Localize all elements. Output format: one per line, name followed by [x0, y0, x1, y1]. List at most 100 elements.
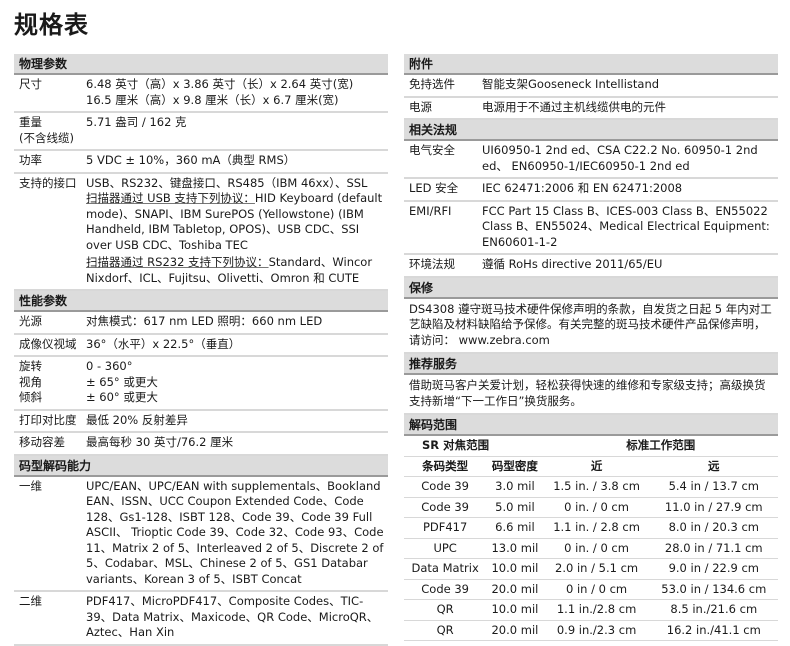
table-row: Code 39 5.0 mil 0 in. / 0 cm 11.0 in / 27.9…: [404, 497, 778, 518]
table-row: QR 10.0 mil 1.1 in./2.8 cm 8.5 in./21.6 cm: [404, 599, 778, 621]
table-cell: 0 in. / 0 cm: [543, 538, 650, 559]
table-cell: 11.0 in / 27.9 cm: [649, 497, 778, 518]
spec-label: 光源: [19, 314, 42, 328]
spec-label: 支持的接口: [19, 175, 77, 190]
table-cell: 6.6 mil: [486, 517, 544, 539]
spec-row-hands-free: 免持选件 智能支架Gooseneck Intellistand: [404, 75, 778, 98]
table-column-header: 条码类型 码型密度 近 远: [404, 456, 778, 477]
rs232-protocols: Standard、Wincor Nixdorf、ICL、Fujitsu、Oliv…: [86, 255, 373, 285]
spec-value: PDF417、MicroPDF417、Composite Codes、TIC-3…: [86, 594, 379, 639]
section-decode-range: 解码范围: [404, 415, 778, 436]
left-column: 物理参数 尺寸 6.48 英寸（高）x 3.86 英寸（长）x 2.64 英寸(…: [14, 54, 388, 646]
spec-row-weight: 重量 (不含线缆) 5.71 盎司 / 162 克: [14, 113, 388, 151]
column-header: 码型密度: [486, 456, 544, 477]
spec-label: 免持选件: [409, 77, 455, 91]
spec-value: USB、RS232、键盘接口、RS485（IBM 46xx）、SSL: [86, 175, 368, 190]
section-accessories: 附件: [404, 54, 778, 75]
services-text: 借助斑马客户关爱计划，轻松获得快速的维修和专家级支持；高级换货支持新增“下一工作…: [404, 375, 778, 415]
table-cell: Code 39: [404, 476, 487, 498]
spec-row-light-source: 光源 对焦模式：617 nm LED 照明：660 nm LED: [14, 312, 388, 335]
table-cell: QR: [404, 599, 487, 621]
spec-value: IEC 62471:2006 和 EN 62471:2008: [482, 181, 683, 195]
table-cell: 5.4 in / 13.7 cm: [649, 476, 778, 498]
spec-row-motion-tolerance: 移动容差 最高每秒 30 英寸/76.2 厘米: [14, 433, 388, 456]
spec-label: EMI/RFI: [409, 203, 452, 218]
table-cell: 1.1 in./2.8 cm: [543, 599, 650, 621]
spec-label: 二维: [19, 594, 42, 608]
spec-row-power-supply: 电源 电源用于不通过主机线缆供电的元件: [404, 98, 778, 120]
table-row: QR 20.0 mil 0.9 in./2.3 cm 16.2 in./41.1 cm: [404, 620, 778, 641]
standard-range-header: 标准工作范围: [543, 436, 778, 457]
right-column: 附件 免持选件 智能支架Gooseneck Intellistand 电源 电源…: [404, 54, 778, 641]
table-row: Code 39 3.0 mil 1.5 in. / 3.8 cm 5.4 in / 1…: [404, 476, 778, 498]
table-cell: 0 in / 0 cm: [543, 579, 650, 600]
spec-label: 环境法规: [409, 257, 455, 271]
spec-value: UPC/EAN、UPC/EAN with supplementals、Bookl…: [86, 478, 384, 586]
table-cell: 8.5 in./21.6 cm: [649, 599, 778, 621]
spec-value: 16.5 厘米（高）x 9.8 厘米（长）x 6.7 厘米(宽): [86, 92, 339, 107]
spec-row-environmental: 环境法规 遵循 RoHs directive 2011/65/EU: [404, 255, 778, 278]
spec-value: ± 60° 或更大: [86, 390, 158, 404]
spec-label-note: (不含线缆): [19, 130, 74, 145]
spec-value: FCC Part 15 Class B、ICES-003 Class B、EN5…: [482, 203, 770, 249]
table-cell: 10.0 mil: [486, 558, 544, 580]
table-cell: 20.0 mil: [486, 579, 544, 600]
section-symbology: 码型解码能力: [14, 455, 388, 477]
table-row: Data Matrix 10.0 mil 2.0 in / 5.1 cm 9.0 in…: [404, 558, 778, 580]
table-cell: Code 39: [404, 497, 487, 518]
table-cell: 16.2 in./41.1 cm: [649, 620, 778, 641]
spec-label: 成像仪视域: [19, 336, 77, 351]
spec-value: UI60950-1 2nd ed、CSA C22.2 No. 60950-1 2…: [482, 143, 758, 173]
spec-row-1d: 一维 UPC/EAN、UPC/EAN with supplementals、Bo…: [14, 477, 388, 592]
spec-label: 功率: [19, 153, 42, 167]
spec-value: 电源用于不通过主机线缆供电的元件: [482, 99, 666, 114]
column-header: 远: [649, 456, 778, 477]
table-cell: 0.9 in./2.3 cm: [543, 620, 650, 641]
spec-value: 36°（水平）x 22.5°（垂直）: [86, 336, 241, 351]
table-cell: 13.0 mil: [486, 538, 544, 559]
spec-label: 重量: [19, 115, 42, 129]
spec-value: 遵循 RoHs directive 2011/65/EU: [482, 257, 663, 271]
table-cell: QR: [404, 620, 487, 641]
table-cell: 8.0 in / 20.3 cm: [649, 517, 778, 539]
table-cell: 28.0 in / 71.1 cm: [649, 538, 778, 559]
column-header: 条码类型: [404, 456, 487, 477]
spec-row-field-of-view: 成像仪视域 36°（水平）x 22.5°（垂直）: [14, 335, 388, 357]
warranty-text: DS4308 遵守斑马技术硬件保修声明的条款，自发货之日起 5 年内对工艺缺陷及…: [404, 299, 778, 354]
spec-value: 6.48 英寸（高）x 3.86 英寸（长）x 2.64 英寸(宽): [86, 77, 354, 91]
spec-row-emi-rfi: EMI/RFI FCC Part 15 Class B、ICES-003 Cla…: [404, 202, 778, 255]
sr-focus-header: SR 对焦范围: [404, 436, 544, 457]
spec-row-angles: 旋转 视角 倾斜 0 - 360° ± 65° 或更大 ± 60° 或更大: [14, 357, 388, 411]
spec-row-interfaces: 支持的接口 USB、RS232、键盘接口、RS485（IBM 46xx）、SSL…: [14, 174, 388, 291]
decode-range-table: SR 对焦范围 标准工作范围 条码类型 码型密度 近 远 Code 39 3.0 …: [404, 436, 778, 641]
table-cell: 20.0 mil: [486, 620, 544, 641]
spec-row-electrical-safety: 电气安全 UI60950-1 2nd ed、CSA C22.2 No. 6095…: [404, 141, 778, 179]
spec-row-2d: 二维 PDF417、MicroPDF417、Composite Codes、TI…: [14, 592, 388, 646]
table-cell: 53.0 in / 134.6 cm: [649, 579, 778, 600]
page-title: 规格表: [14, 11, 89, 39]
spec-value: 智能支架Gooseneck Intellistand: [482, 77, 660, 91]
table-cell: UPC: [404, 538, 487, 559]
spec-label: 倾斜: [19, 390, 42, 404]
table-cell: 2.0 in / 5.1 cm: [543, 558, 650, 580]
spec-row-print-contrast: 打印对比度 最低 20% 反射差异: [14, 411, 388, 433]
spec-label: 打印对比度: [19, 412, 77, 427]
spec-label: 旋转: [19, 359, 42, 373]
spec-label: LED 安全: [409, 181, 459, 195]
table-row: PDF417 6.6 mil 1.1 in. / 2.8 cm 8.0 in / 20…: [404, 517, 778, 539]
usb-protocols-heading: 扫描器通过 USB 支持下列协议：: [86, 191, 255, 205]
table-group-header: SR 对焦范围 标准工作范围: [404, 436, 778, 457]
spec-label: 一维: [19, 478, 42, 493]
spec-value: 最高每秒 30 英寸/76.2 厘米: [86, 435, 234, 449]
rs232-protocols-heading: 扫描器通过 RS232 支持下列协议：: [86, 255, 269, 269]
usb-protocols: HID Keyboard (default mode)、SNAPI、IBM Su…: [86, 191, 383, 252]
table-row: Code 39 20.0 mil 0 in / 0 cm 53.0 in / 134.…: [404, 579, 778, 600]
spec-label: 视角: [19, 374, 42, 389]
table-cell: 5.0 mil: [486, 497, 544, 518]
spec-row-power: 功率 5 VDC ± 10%，360 mA（典型 RMS）: [14, 151, 388, 174]
section-services: 推荐服务: [404, 354, 778, 375]
table-cell: 10.0 mil: [486, 599, 544, 621]
spec-value: ± 65° 或更大: [86, 374, 158, 389]
table-cell: Code 39: [404, 579, 487, 600]
table-cell: 1.5 in. / 3.8 cm: [543, 476, 650, 498]
